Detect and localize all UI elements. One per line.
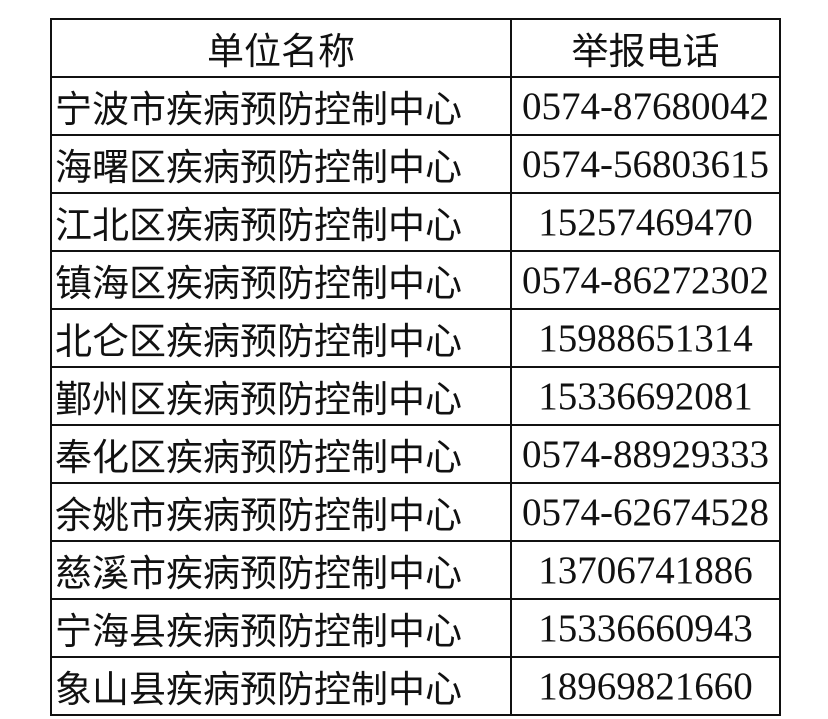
unit-name-cell: 宁波市疾病预防控制中心 xyxy=(50,76,512,136)
header-report-phone: 举报电话 xyxy=(510,18,781,78)
unit-name-cell: 宁海县疾病预防控制中心 xyxy=(50,598,512,658)
phone-cell: 0574-88929333 xyxy=(510,424,781,484)
phone-cell: 0574-86272302 xyxy=(510,250,781,310)
unit-name-cell: 镇海区疾病预防控制中心 xyxy=(50,250,512,310)
phone-cell: 0574-87680042 xyxy=(510,76,781,136)
cdc-contact-table: 单位名称 举报电话 宁波市疾病预防控制中心 0574-87680042 海曙区疾病预… xyxy=(50,18,781,716)
header-row: 单位名称 举报电话 xyxy=(50,18,781,78)
phone-cell: 0574-62674528 xyxy=(510,482,781,542)
table-row: 余姚市疾病预防控制中心 0574-62674528 xyxy=(50,482,781,542)
table-row: 宁海县疾病预防控制中心 15336660943 xyxy=(50,598,781,658)
unit-name-cell: 海曙区疾病预防控制中心 xyxy=(50,134,512,194)
unit-name-cell: 奉化区疾病预防控制中心 xyxy=(50,424,512,484)
phone-cell: 15257469470 xyxy=(510,192,781,252)
header-unit-name: 单位名称 xyxy=(50,18,512,78)
unit-name-cell: 慈溪市疾病预防控制中心 xyxy=(50,540,512,600)
phone-cell: 0574-56803615 xyxy=(510,134,781,194)
table-row: 镇海区疾病预防控制中心 0574-86272302 xyxy=(50,250,781,310)
unit-name-cell: 余姚市疾病预防控制中心 xyxy=(50,482,512,542)
table-row: 象山县疾病预防控制中心 18969821660 xyxy=(50,656,781,716)
table-row: 江北区疾病预防控制中心 15257469470 xyxy=(50,192,781,252)
phone-cell: 15336692081 xyxy=(510,366,781,426)
unit-name-cell: 北仑区疾病预防控制中心 xyxy=(50,308,512,368)
phone-cell: 18969821660 xyxy=(510,656,781,716)
table-row: 海曙区疾病预防控制中心 0574-56803615 xyxy=(50,134,781,194)
table-row: 鄞州区疾病预防控制中心 15336692081 xyxy=(50,366,781,426)
unit-name-cell: 鄞州区疾病预防控制中心 xyxy=(50,366,512,426)
table-row: 北仑区疾病预防控制中心 15988651314 xyxy=(50,308,781,368)
unit-name-cell: 江北区疾病预防控制中心 xyxy=(50,192,512,252)
unit-name-cell: 象山县疾病预防控制中心 xyxy=(50,656,512,716)
table-row: 奉化区疾病预防控制中心 0574-88929333 xyxy=(50,424,781,484)
phone-cell: 13706741886 xyxy=(510,540,781,600)
table-row: 宁波市疾病预防控制中心 0574-87680042 xyxy=(50,76,781,136)
phone-cell: 15336660943 xyxy=(510,598,781,658)
phone-cell: 15988651314 xyxy=(510,308,781,368)
table-row: 慈溪市疾病预防控制中心 13706741886 xyxy=(50,540,781,600)
